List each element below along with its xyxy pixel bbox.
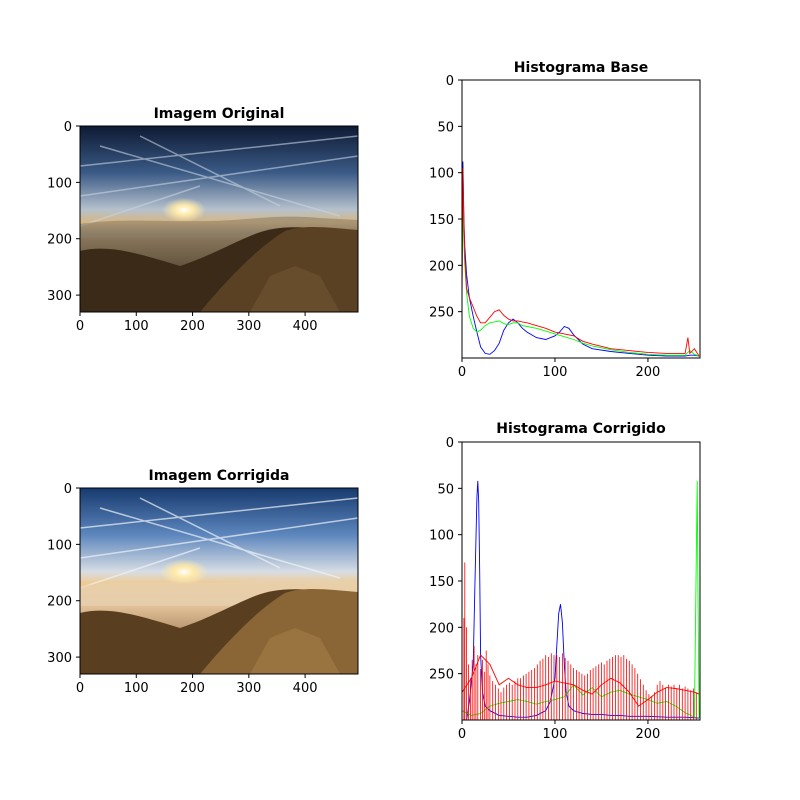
series-line — [462, 209, 700, 357]
series-line — [462, 161, 700, 357]
x-tick-label: 300 — [236, 319, 261, 334]
y-tick-label: 150 — [429, 575, 454, 590]
x-tick-label: 0 — [76, 681, 84, 696]
series-line — [462, 167, 700, 357]
axes-frame — [79, 125, 359, 313]
y-tick-label: 0 — [446, 436, 454, 451]
landscape-image — [79, 126, 359, 312]
panel-histogram-corrected: Histograma Corrigido — [461, 421, 701, 721]
x-tick-label: 200 — [636, 727, 661, 742]
plot-area — [462, 161, 700, 357]
y-tick-label: 200 — [429, 259, 454, 274]
x-tick-label: 200 — [636, 365, 661, 380]
histogram-series — [462, 161, 700, 357]
panel-title: Histograma Corrigido — [496, 421, 666, 437]
panel-histogram-base: Histograma Base — [461, 60, 701, 359]
x-tick-label: 200 — [180, 681, 205, 696]
x-tick-label: 400 — [293, 681, 318, 696]
axes-frame — [461, 79, 701, 359]
x-tick-label: 100 — [124, 319, 149, 334]
panel-title: Histograma Base — [514, 60, 648, 76]
x-tick-label: 200 — [180, 319, 205, 334]
panel-image-original: Imagem Original — [79, 106, 359, 313]
panel-title: Imagem Original — [154, 106, 285, 122]
x-tick-label: 400 — [293, 319, 318, 334]
y-tick-label: 300 — [47, 289, 72, 304]
y-tick-label: 0 — [446, 74, 454, 89]
histogram-series — [462, 480, 700, 720]
y-tick-label: 200 — [47, 233, 72, 248]
y-tick-label: 0 — [64, 120, 72, 135]
y-tick-label: 200 — [429, 621, 454, 636]
series-line — [462, 480, 700, 719]
histogram-series — [462, 480, 700, 719]
x-tick-label: 0 — [458, 727, 466, 742]
panel-title: Imagem Corrigida — [148, 468, 289, 484]
x-tick-label: 300 — [236, 681, 261, 696]
x-tick-label: 0 — [76, 319, 84, 334]
y-tick-label: 0 — [64, 482, 72, 497]
histogram-series — [462, 562, 700, 720]
panel-image-corrected: Imagem Corrigida — [79, 468, 359, 675]
y-tick-label: 100 — [429, 167, 454, 182]
histogram-series — [462, 167, 700, 357]
y-tick-label: 50 — [437, 120, 454, 135]
tick-layer: 0 100 200 300 400 0 100 200 300 0 100 200 300 400 0 100… — [47, 74, 660, 742]
series-line — [462, 654, 700, 707]
y-tick-label: 250 — [429, 668, 454, 683]
x-tick-label: 100 — [543, 727, 568, 742]
y-tick-label: 250 — [429, 306, 454, 321]
y-tick-label: 50 — [437, 482, 454, 497]
y-tick-label: 300 — [47, 651, 72, 666]
axes-frame — [461, 441, 701, 721]
landscape-image — [79, 488, 359, 674]
y-tick-label: 100 — [47, 538, 72, 553]
series-line — [462, 480, 700, 720]
histogram-series — [462, 209, 700, 357]
x-tick-label: 0 — [458, 365, 466, 380]
y-tick-label: 150 — [429, 213, 454, 228]
y-tick-label: 100 — [429, 529, 454, 544]
y-tick-label: 200 — [47, 595, 72, 610]
x-tick-label: 100 — [124, 681, 149, 696]
y-tick-label: 100 — [47, 176, 72, 191]
x-tick-label: 100 — [543, 365, 568, 380]
plot-area — [462, 480, 700, 720]
axes-frame — [79, 487, 359, 675]
